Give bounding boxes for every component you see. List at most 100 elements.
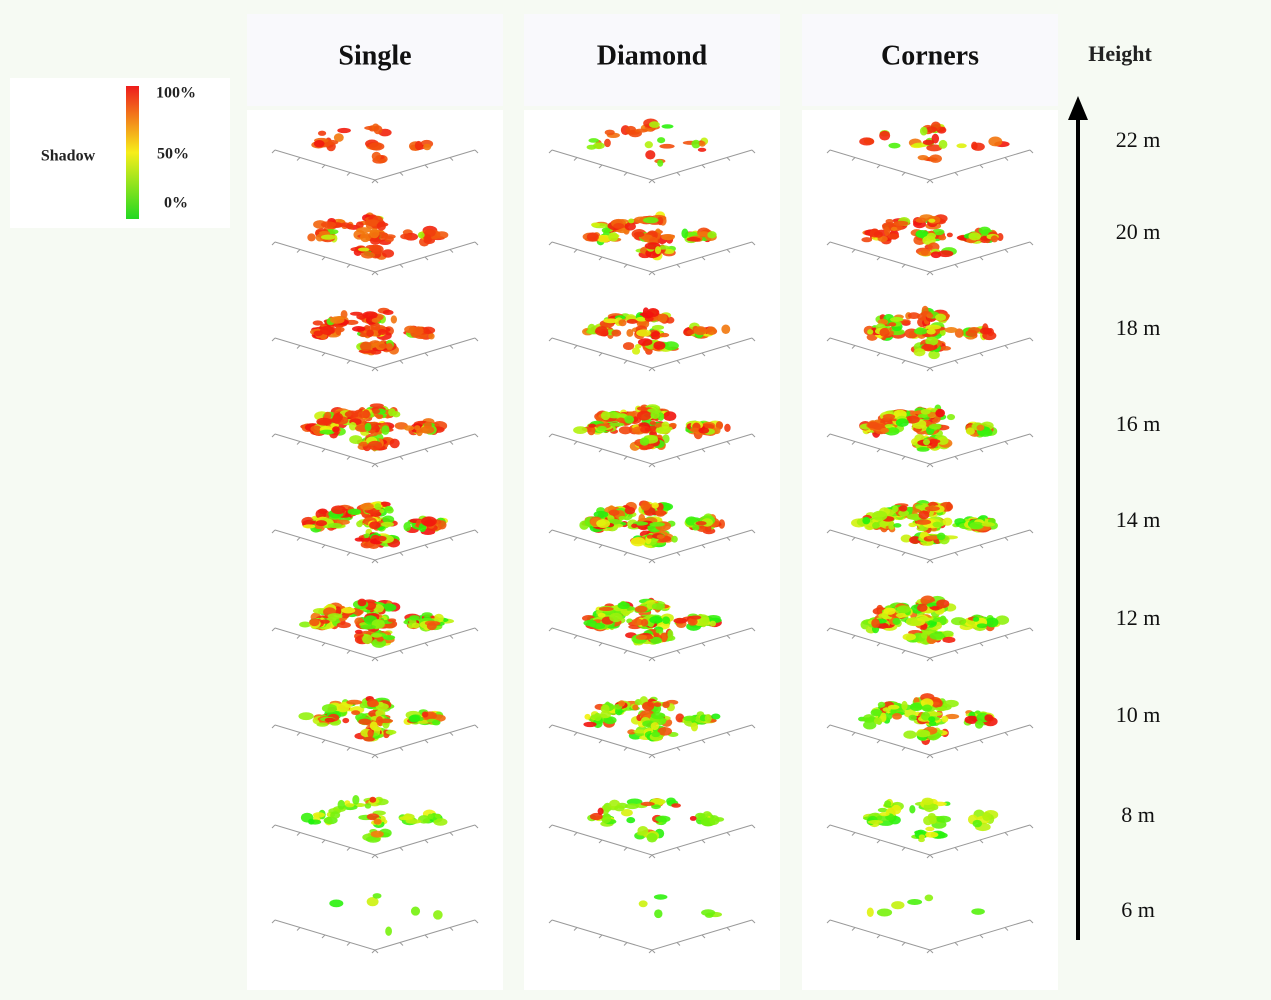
shadow-patch <box>867 329 873 334</box>
shadow-patch <box>604 139 611 147</box>
shadow-patch <box>320 326 334 335</box>
shadow-patch <box>303 524 316 528</box>
height-labels: 22 m20 m18 m16 m14 m12 m10 m8 m6 m <box>1116 127 1161 922</box>
shadow-patch <box>878 613 888 618</box>
shadow-patch <box>655 246 661 254</box>
shadow-patch <box>608 232 618 241</box>
shadow-patch <box>320 619 329 623</box>
shadow-patch <box>317 722 329 726</box>
shadow-patch <box>968 232 981 240</box>
shadow-patch <box>589 623 595 627</box>
shadow-patch <box>697 622 708 626</box>
shadow-patch <box>872 522 879 529</box>
shadow-patch <box>654 894 668 899</box>
legend-label: 50% <box>157 146 189 163</box>
shadow-patch <box>432 720 441 725</box>
shadow-patch <box>352 326 365 332</box>
shadow-patch <box>658 313 668 322</box>
shadow-patch <box>661 234 675 240</box>
shadow-patch <box>645 141 653 148</box>
shadow-patch <box>625 803 639 809</box>
shadow-patch <box>337 128 351 133</box>
shadow-patch <box>655 510 665 517</box>
shadow-patch <box>631 537 646 546</box>
shadow-patch <box>409 615 420 620</box>
shadow-patch <box>922 798 934 805</box>
shadow-patch <box>377 221 386 230</box>
shadow-patch <box>884 800 891 807</box>
shadow-patch <box>711 713 720 719</box>
shadow-patch <box>683 716 696 722</box>
shadow-patch <box>587 324 595 334</box>
shadow-patch <box>928 716 935 722</box>
height-label: 6 m <box>1121 897 1155 922</box>
shadow-patch <box>308 819 315 825</box>
shadow-patch <box>917 617 931 622</box>
shadow-patch <box>694 326 707 335</box>
shadow-patch <box>899 505 907 511</box>
shadow-patch <box>710 621 716 627</box>
shadow-patch <box>652 603 665 610</box>
column-header: Diamond <box>597 40 708 71</box>
shadow-patch <box>878 702 886 708</box>
shadow-patch <box>374 503 381 510</box>
shadow-patch <box>335 326 341 335</box>
shadow-patch <box>415 141 423 150</box>
shadow-patch <box>584 714 590 720</box>
shadow-patch <box>879 328 889 337</box>
shadow-patch <box>373 893 382 899</box>
shadow-patch <box>973 617 979 622</box>
shadow-patch <box>325 718 335 723</box>
shadow-patch <box>381 425 389 435</box>
shadow-patch <box>986 617 999 627</box>
shadow-patch <box>609 613 622 622</box>
shadow-patch <box>601 814 611 823</box>
shadow-patch <box>888 705 900 710</box>
shadow-patch <box>991 235 998 242</box>
height-label: 22 m <box>1116 127 1161 152</box>
shadow-patch <box>365 423 372 431</box>
shadow-patch <box>929 424 942 430</box>
legend-colorbar <box>126 86 139 219</box>
shadow-patch <box>690 615 701 619</box>
shadow-patch <box>376 536 387 542</box>
shadow-patch <box>657 137 665 143</box>
shadow-patch <box>602 228 611 233</box>
shadow-patch <box>640 437 650 445</box>
legend-label: 0% <box>164 195 188 212</box>
shadow-patch <box>698 148 706 152</box>
shadow-patch <box>583 722 596 727</box>
shadow-patch <box>391 315 397 323</box>
shadow-patch <box>588 138 599 143</box>
shadow-patch <box>409 715 421 723</box>
shadow-patch <box>433 910 443 919</box>
shadow-patch <box>651 722 659 730</box>
shadow-patch <box>653 341 665 350</box>
shadow-patch <box>381 502 387 506</box>
shadow-patch <box>916 519 931 525</box>
shadow-patch <box>598 808 604 815</box>
shadow-patch <box>908 715 917 721</box>
shadow-patch <box>971 908 985 914</box>
shadow-patch <box>422 612 433 617</box>
shadow-patch <box>956 143 966 148</box>
shadow-patch <box>298 712 313 720</box>
shadow-patch <box>929 712 942 716</box>
shadow-patch <box>637 406 647 410</box>
shadow-patch <box>321 221 336 228</box>
shadow-patch <box>868 820 883 824</box>
shadow-patch <box>926 325 941 330</box>
shadow-patch <box>971 142 978 150</box>
shadow-patch <box>921 409 931 415</box>
shadow-patch <box>638 338 652 346</box>
figure: Shadow 100% 50% 0% SingleDiamondCorners … <box>0 0 1271 1000</box>
shadow-patch <box>662 701 670 708</box>
shadow-patch <box>650 411 659 419</box>
shadow-patch <box>404 425 415 430</box>
shadow-patch <box>355 630 363 634</box>
shadow-patch <box>659 333 669 337</box>
shadow-patch <box>587 232 599 241</box>
column-header: Corners <box>881 40 979 71</box>
shadow-patch <box>358 411 369 418</box>
shadow-patch <box>435 231 448 239</box>
